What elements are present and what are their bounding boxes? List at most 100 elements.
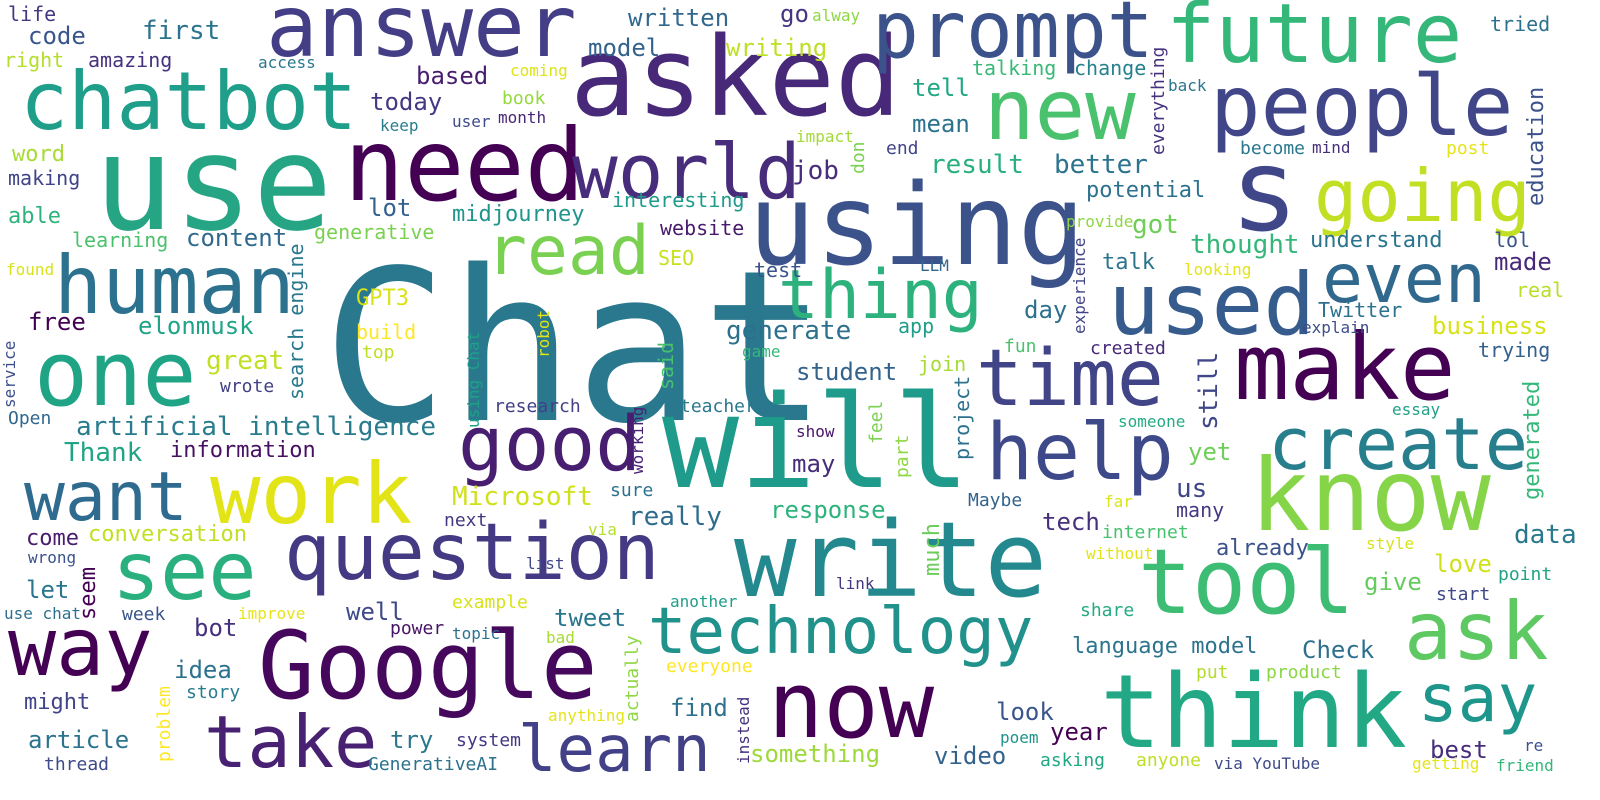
word-link: link xyxy=(836,574,875,593)
word-week: week xyxy=(122,604,166,625)
word-mean: mean xyxy=(912,110,970,138)
word-month: month xyxy=(498,108,547,127)
word-research: research xyxy=(494,396,581,417)
word-work: work xyxy=(210,445,413,543)
word-llm: LLM xyxy=(920,256,949,275)
word-try: try xyxy=(390,726,434,754)
word-s: s xyxy=(1230,124,1299,257)
word-idea: idea xyxy=(174,656,232,684)
word-feel: feel xyxy=(866,400,887,444)
word-without: without xyxy=(1086,544,1154,563)
word-result: result xyxy=(930,150,1024,180)
word-read: read xyxy=(486,212,650,291)
word-user: user xyxy=(452,112,491,131)
word-trying: trying xyxy=(1478,338,1551,362)
word-working: working xyxy=(628,406,647,474)
word-sure: sure xyxy=(610,480,654,501)
word-top: top xyxy=(362,342,395,363)
word-first: first xyxy=(142,16,221,46)
word-really: really xyxy=(628,502,722,532)
word-world: world xyxy=(572,127,801,216)
word-generative: generative xyxy=(314,220,435,244)
word-improve: improve xyxy=(238,604,306,623)
word-thank: Thank xyxy=(64,438,143,468)
word-access: access xyxy=(258,53,316,72)
word-everything: everything xyxy=(1148,46,1169,155)
word-point: point xyxy=(1498,564,1553,585)
word-part: part xyxy=(892,434,913,478)
word-model: model xyxy=(588,34,661,62)
word-someone: someone xyxy=(1118,412,1186,431)
word-tool: tool xyxy=(1138,530,1355,635)
word-write: write xyxy=(734,499,1048,621)
word-day: day xyxy=(1024,296,1068,324)
word-end: end xyxy=(886,138,919,159)
word-become: become xyxy=(1240,138,1306,159)
word-understand: understand xyxy=(1310,228,1443,253)
word-style: style xyxy=(1366,534,1415,553)
word-article: article xyxy=(28,726,130,754)
word-don: don xyxy=(848,141,869,174)
word-making: making xyxy=(8,166,81,190)
word-show: show xyxy=(796,422,835,441)
word-actually: actually xyxy=(622,635,643,722)
word-come: come xyxy=(26,526,79,551)
word-created: created xyxy=(1090,338,1166,359)
word-technology: technology xyxy=(648,595,1034,669)
word-service: service xyxy=(0,340,19,408)
word-using: using xyxy=(748,161,1086,291)
word-video: video xyxy=(934,742,1007,770)
word-question: question xyxy=(284,508,660,598)
word-see: see xyxy=(112,525,257,618)
word-lol: lol xyxy=(1494,228,1531,252)
word-people: people xyxy=(1210,57,1514,155)
word-impact: impact xyxy=(796,127,854,146)
word-think: think xyxy=(1100,653,1408,772)
word-right: right xyxy=(4,48,65,72)
word-alway: alway xyxy=(812,6,861,25)
word-essay: essay xyxy=(1392,400,1441,419)
word-google: Google xyxy=(258,612,598,721)
word-made: made xyxy=(1494,248,1552,276)
word-use: use xyxy=(94,107,333,261)
word-far: far xyxy=(1104,492,1133,511)
word-interesting: interesting xyxy=(612,188,745,212)
word-best: best xyxy=(1430,736,1488,764)
word-one: one xyxy=(34,322,197,427)
word-anyone: anyone xyxy=(1136,750,1202,771)
word-generativeai: GenerativeAI xyxy=(368,754,499,775)
word-looking: looking xyxy=(1184,260,1252,279)
word-lot: lot xyxy=(368,194,412,222)
word-create: create xyxy=(1268,402,1529,486)
word-generated: generated xyxy=(1520,380,1545,500)
word-still: still xyxy=(1194,351,1224,430)
word-explain: explain xyxy=(1302,318,1370,337)
word-said: said xyxy=(654,341,678,390)
word-way: way xyxy=(8,601,153,694)
word-something: something xyxy=(750,740,881,768)
word-thing: thing xyxy=(778,256,983,335)
word-real: real xyxy=(1516,278,1565,302)
word-gpt3: GPT3 xyxy=(356,286,409,311)
word-using-chat: using Chat xyxy=(464,331,483,428)
word-written: written xyxy=(628,4,730,32)
word-mind: mind xyxy=(1312,138,1351,157)
word-another: another xyxy=(670,592,738,611)
word-topic: topic xyxy=(452,624,501,643)
word-robot: robot xyxy=(534,309,553,358)
word-game: game xyxy=(742,342,781,361)
word-problem: problem xyxy=(154,686,175,762)
word-content: content xyxy=(186,224,288,252)
word-conversation: conversation xyxy=(88,522,247,547)
word-us: us xyxy=(1176,474,1208,504)
word-change: change xyxy=(1074,56,1147,80)
word-today: today xyxy=(370,88,443,116)
word-via-youtube: via YouTube xyxy=(1214,754,1320,773)
word-asking: asking xyxy=(1040,750,1106,771)
word-friend: friend xyxy=(1496,756,1554,775)
word-need: need xyxy=(344,107,585,224)
word-go: go xyxy=(780,0,809,28)
word-great: great xyxy=(206,346,285,376)
word-based: based xyxy=(416,62,489,90)
word-check: Check xyxy=(1302,636,1375,664)
